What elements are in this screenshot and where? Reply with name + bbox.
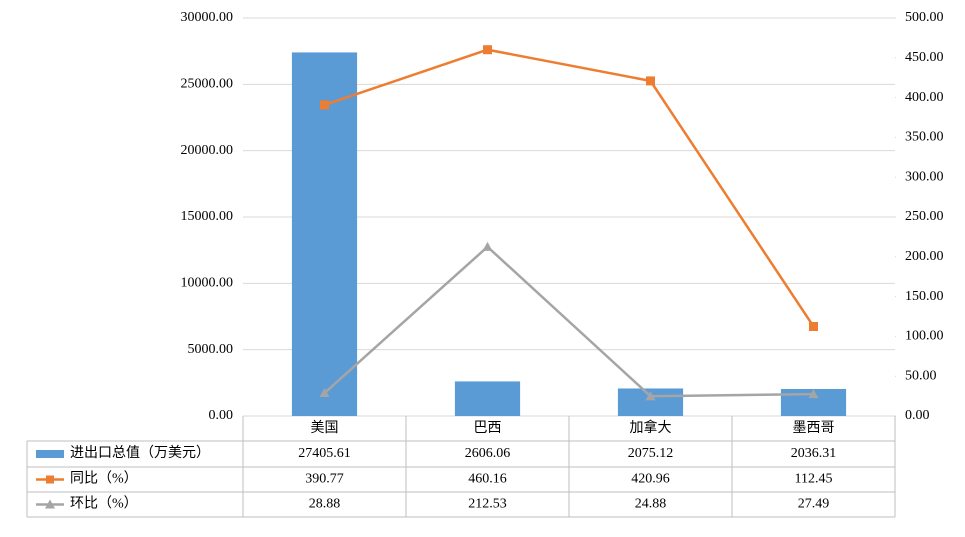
y2-tick-label: 250.00 bbox=[905, 209, 944, 224]
marker bbox=[646, 76, 655, 86]
marker bbox=[808, 389, 819, 399]
line bbox=[323, 245, 814, 398]
legend-swatch bbox=[36, 450, 64, 458]
table-value: 27405.61 bbox=[298, 446, 351, 461]
marker bbox=[809, 321, 818, 331]
table-value: 390.77 bbox=[305, 472, 344, 487]
x-tick-label: 墨西哥 bbox=[793, 421, 835, 436]
x-tick-label: 巴西 bbox=[474, 421, 502, 436]
legend-label: 环比（%） bbox=[70, 496, 138, 512]
table-value: 2075.12 bbox=[628, 446, 674, 461]
table-value: 27.49 bbox=[798, 497, 830, 512]
x-tick-label: 加拿大 bbox=[630, 419, 672, 436]
line bbox=[324, 48, 815, 328]
table-value: 2606.06 bbox=[465, 446, 511, 461]
y-tick-label: 30000.00 bbox=[181, 10, 234, 25]
y-tick-label: 15000.00 bbox=[181, 209, 234, 224]
y-tick-label: 10000.00 bbox=[181, 276, 234, 291]
bar bbox=[291, 52, 358, 416]
legend-label: 同比（%） bbox=[70, 471, 138, 487]
table-value: 112.45 bbox=[795, 472, 833, 487]
legend-marker bbox=[45, 499, 55, 509]
marker bbox=[483, 45, 492, 55]
table-value: 212.53 bbox=[468, 497, 507, 512]
y-tick-label: 20000.00 bbox=[181, 143, 234, 158]
y2-tick-label: 100.00 bbox=[905, 329, 944, 344]
table-value: 420.96 bbox=[631, 472, 670, 487]
y2-tick-label: 500.00 bbox=[905, 10, 944, 25]
y2-tick-label: 150.00 bbox=[905, 289, 944, 304]
table-value: 28.88 bbox=[309, 497, 341, 512]
table-value: 24.88 bbox=[635, 497, 667, 512]
table-value: 2036.31 bbox=[791, 446, 837, 461]
table-value: 460.16 bbox=[468, 472, 507, 487]
y2-tick-label: 400.00 bbox=[905, 90, 944, 105]
y2-tick-label: 50.00 bbox=[905, 368, 937, 383]
y-tick-label: 5000.00 bbox=[188, 342, 234, 357]
y2-tick-label: 450.00 bbox=[905, 50, 944, 65]
y2-tick-label: 200.00 bbox=[905, 249, 944, 264]
y-tick-label: 0.00 bbox=[209, 408, 234, 423]
y2-tick-label: 300.00 bbox=[905, 169, 944, 184]
x-tick-label: 美国 bbox=[311, 420, 339, 436]
legend-label: 进出口总值（万美元） bbox=[70, 445, 210, 461]
marker bbox=[482, 241, 493, 251]
marker bbox=[645, 391, 656, 401]
marker bbox=[320, 100, 329, 110]
marker bbox=[319, 388, 330, 398]
y-tick-label: 25000.00 bbox=[181, 77, 234, 92]
y2-tick-label: 350.00 bbox=[905, 130, 944, 145]
legend-marker bbox=[46, 475, 54, 484]
y2-tick-label: 0.00 bbox=[905, 408, 930, 423]
bar bbox=[454, 381, 521, 416]
